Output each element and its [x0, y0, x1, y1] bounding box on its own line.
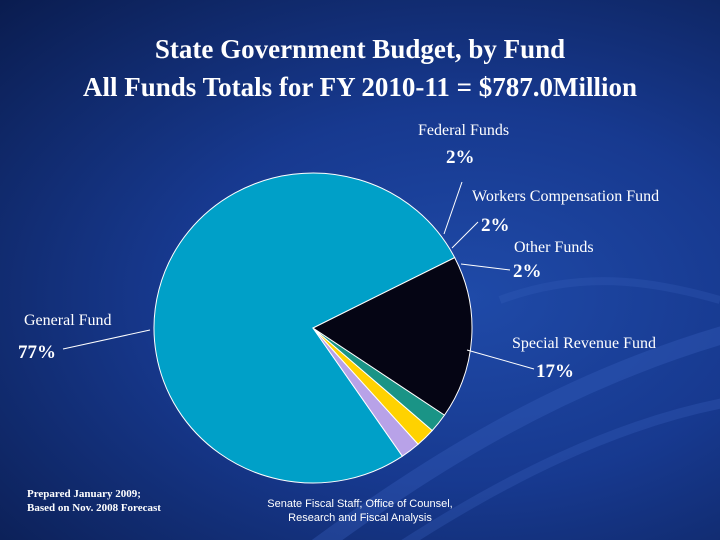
prepared-line-2: Based on Nov. 2008 Forecast — [27, 502, 161, 514]
slice-percent-label: 2% — [446, 147, 475, 168]
leader-line — [451, 221, 479, 249]
slice-name-label: Federal Funds — [418, 122, 509, 139]
slice-percent-label: 17% — [536, 361, 574, 382]
slice-percent-label: 2% — [481, 215, 510, 236]
slice-percent-label: 77% — [18, 342, 56, 363]
slice-percent-label: 2% — [513, 261, 542, 282]
source-note: Senate Fiscal Staff; Office of Counsel, … — [240, 497, 480, 525]
prepared-note: Prepared January 2009; Based on Nov. 200… — [27, 487, 161, 515]
chart-title: State Government Budget, by Fund — [154, 34, 566, 64]
leader-line — [62, 329, 151, 350]
leader-line — [443, 181, 463, 235]
prepared-line-1: Prepared January 2009; — [27, 488, 141, 500]
slice-name-label: Special Revenue Fund — [512, 335, 656, 352]
slice-name-label: Other Funds — [514, 239, 594, 256]
slice-name-label: Workers Compensation Fund — [472, 188, 659, 205]
source-line-2: Research and Fiscal Analysis — [288, 512, 432, 524]
leader-line — [466, 349, 535, 370]
pie-slice-special-revenue-fund — [312, 256, 473, 416]
source-line-1: Senate Fiscal Staff; Office of Counsel, — [267, 498, 453, 510]
pie-slice-general-fund — [153, 172, 456, 484]
chart-subtitle: All Funds Totals for FY 2010-11 = $787.0… — [83, 72, 637, 102]
leader-line — [460, 263, 511, 271]
slice-name-label: General Fund — [24, 312, 112, 329]
